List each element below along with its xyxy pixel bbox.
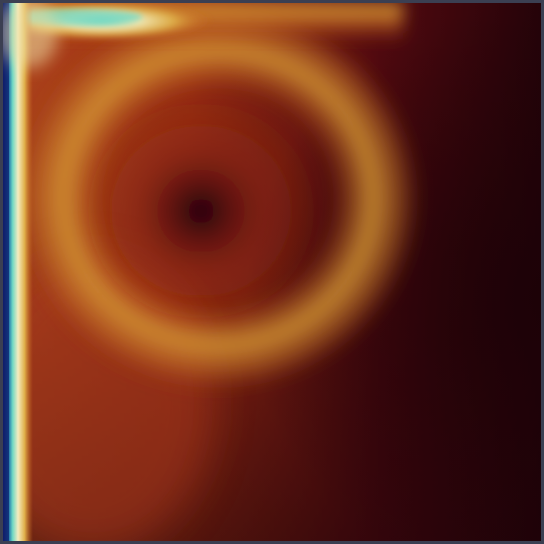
corner-highlight: [3, 3, 58, 68]
left-wall-edge: [3, 3, 9, 541]
heatmap-field: [3, 3, 541, 541]
heatmap-canvas: [3, 3, 541, 541]
vortex-core: [81, 96, 321, 326]
